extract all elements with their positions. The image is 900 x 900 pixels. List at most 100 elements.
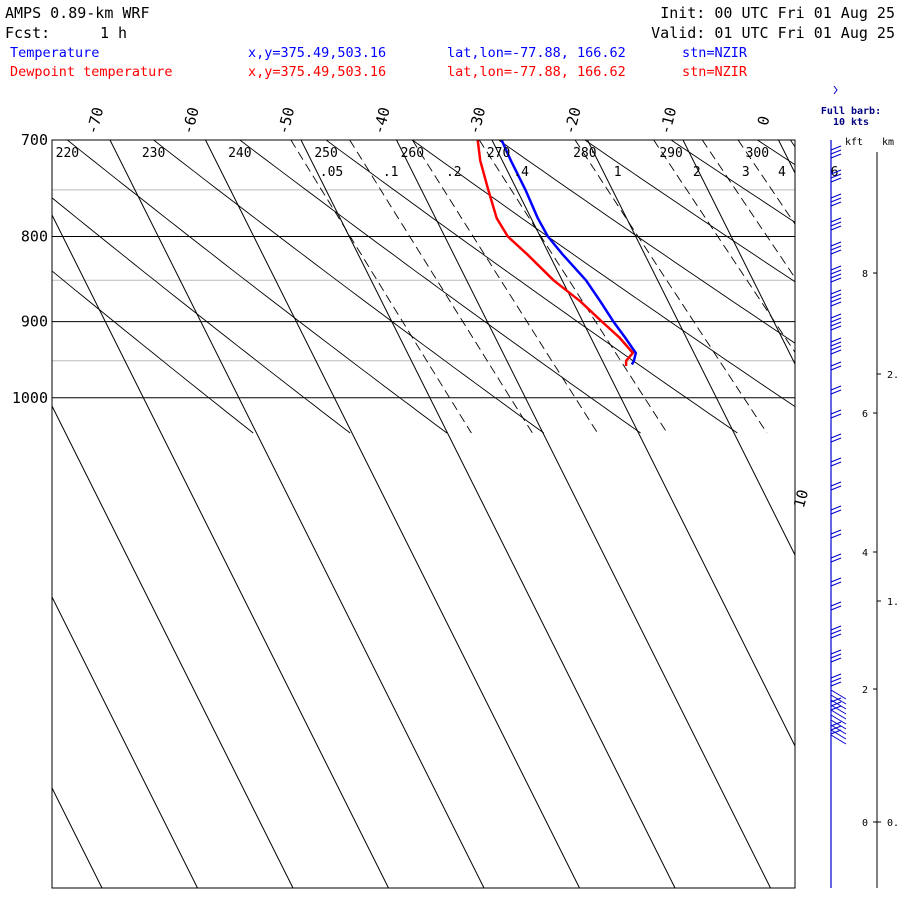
- model-title: AMPS 0.89-km WRF: [5, 4, 150, 22]
- wind-barb: [830, 673, 842, 679]
- wind-barb: [830, 289, 842, 295]
- pressure-gridlines: [52, 139, 795, 399]
- legend-temperature-xy: x,y=375.49,503.16: [248, 45, 386, 61]
- mixing-ratio-label: 1: [614, 165, 622, 180]
- pressure-tick-label: 700: [21, 131, 48, 149]
- wind-barb: [830, 361, 842, 367]
- mixing-ratio-label: 4: [778, 165, 786, 180]
- isotherm-label: -40: [369, 105, 393, 136]
- isotherm-line: [52, 213, 389, 888]
- temperature-profile: [500, 140, 638, 366]
- isotherm-line: [300, 140, 676, 888]
- wind-barb: [830, 533, 842, 539]
- pressure-tick-label: 1000: [12, 389, 48, 407]
- isotherm-line: [491, 140, 795, 748]
- legend-temperature-stn: stn=NZIR: [682, 45, 748, 61]
- wind-barb: [830, 629, 842, 635]
- wind-barb: [830, 701, 842, 707]
- dry-adiabat-line: [757, 140, 795, 166]
- mixing-ratio-line: [737, 140, 795, 225]
- wind-barb: [830, 245, 842, 251]
- kft-tick-label: 0: [862, 818, 868, 829]
- wind-barb: [830, 277, 842, 283]
- valid-time: Valid: 01 UTC Fri 01 Aug 25: [651, 24, 895, 42]
- isotherm-line: [205, 140, 580, 888]
- dry-adiabat-label: 280: [573, 146, 596, 161]
- wind-barb: [830, 325, 842, 331]
- kft-tick-label: 2: [862, 685, 868, 696]
- wind-barb: [830, 557, 842, 563]
- wind-barb: [830, 699, 847, 710]
- wind-barb: [830, 653, 842, 659]
- wind-barb: [830, 433, 842, 439]
- isotherm-line: [587, 140, 795, 557]
- wind-barb: [830, 241, 842, 247]
- wind-barb: [830, 217, 842, 223]
- wind-barb: [830, 169, 842, 175]
- wind-barb: [830, 177, 842, 183]
- wind-barb: [830, 714, 847, 725]
- barb-legend-flag: [833, 85, 838, 95]
- mixing-ratio-line: [574, 140, 768, 434]
- dry-adiabat-line: [52, 197, 351, 434]
- mixing-ratio-lines: [290, 140, 900, 434]
- wind-barb: [830, 601, 842, 607]
- km-tick-label: 2.: [887, 370, 899, 381]
- wind-barb: [830, 729, 842, 735]
- kft-tick-label: 6: [862, 409, 868, 420]
- isotherm-lines: [52, 140, 900, 888]
- isotherm-line: [396, 140, 771, 888]
- dry-adiabat-line: [498, 140, 795, 344]
- wind-barb: [830, 457, 842, 463]
- dry-adiabat-line: [670, 140, 795, 223]
- wind-barb: [830, 719, 847, 730]
- legend-dewpoint-stn: stn=NZIR: [682, 64, 748, 80]
- dry-adiabat-lines: [52, 140, 900, 434]
- isotherm-line: [52, 595, 198, 888]
- mixing-ratio-line: [349, 140, 533, 434]
- wind-barb: [830, 297, 842, 303]
- dry-adiabat-label: 250: [314, 146, 337, 161]
- isotherm-line: [52, 786, 103, 888]
- wind-barb: [830, 485, 842, 491]
- mixing-ratio-line: [412, 140, 598, 434]
- mixing-ratio-line: [790, 140, 795, 148]
- isotherm-line: [874, 140, 900, 888]
- wind-barb: [830, 553, 842, 559]
- dry-adiabat-line: [584, 140, 795, 283]
- isotherm-line: [52, 404, 294, 888]
- wind-barb: [830, 269, 842, 275]
- wind-barb: [830, 365, 842, 371]
- wind-barb: [830, 293, 842, 299]
- dry-adiabat-line: [844, 140, 900, 433]
- wind-barb: [830, 677, 842, 683]
- mixing-ratio-line: [829, 140, 900, 433]
- wind-barb: [830, 657, 842, 663]
- wind-height-panel: 8 6 4 2 0 2. 1. 0.: [830, 85, 899, 888]
- mixing-ratio-label: .4: [513, 165, 529, 180]
- wind-barb: [830, 724, 847, 735]
- dry-adiabat-line: [52, 270, 254, 434]
- wind-barb: [830, 193, 842, 199]
- wind-barb: [830, 633, 842, 639]
- wind-barb: [830, 153, 842, 159]
- wind-barb: [830, 625, 842, 631]
- km-tick-label: 0.: [887, 818, 899, 829]
- isotherm-line: [109, 140, 485, 888]
- mixing-ratio-line: [701, 140, 795, 279]
- wind-barb: [830, 649, 842, 655]
- wind-barb: [830, 581, 842, 587]
- wind-barb: [830, 197, 842, 203]
- wind-barb: [830, 577, 842, 583]
- kft-label: kft: [845, 137, 863, 148]
- wind-barb: [830, 201, 842, 207]
- isotherm-label: 0: [754, 114, 774, 127]
- legend-dewpoint-xy: x,y=375.49,503.16: [248, 64, 386, 80]
- dry-adiabat-label: 300: [746, 146, 769, 161]
- wind-barb: [830, 173, 842, 179]
- isotherm-label: 10: [790, 488, 812, 510]
- wind-barb: [830, 437, 842, 443]
- wind-barb: [830, 709, 847, 720]
- isotherm-label: -30: [465, 105, 489, 136]
